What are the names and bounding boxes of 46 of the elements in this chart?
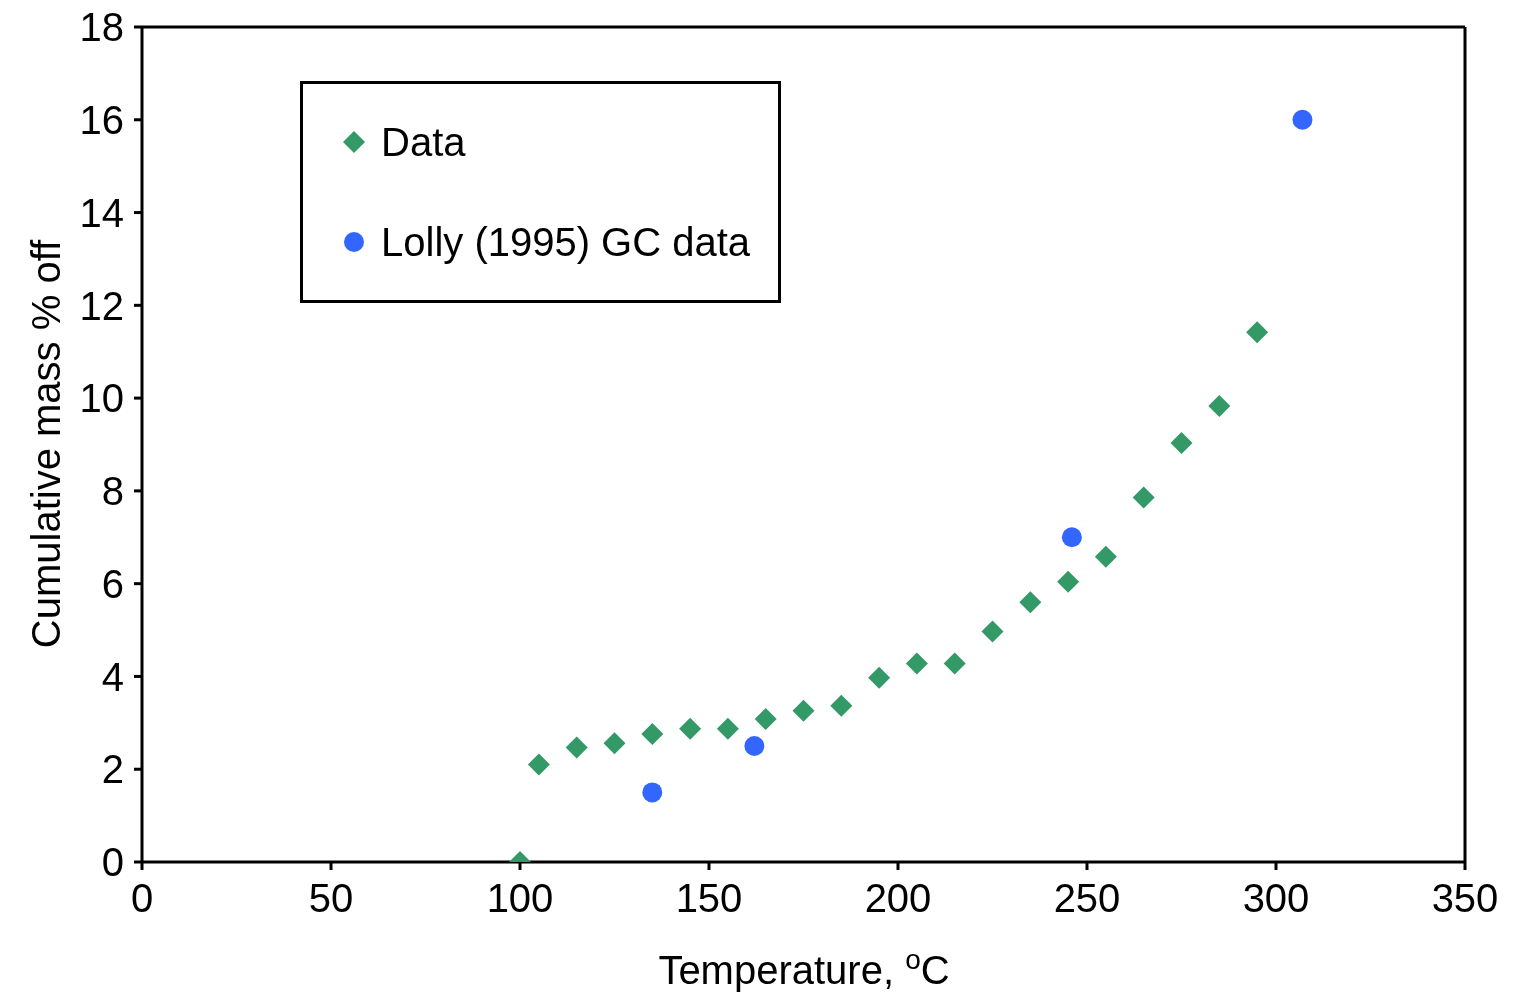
- point: [981, 620, 1004, 643]
- y-tick-label: 12: [79, 283, 124, 328]
- point: [905, 652, 928, 675]
- point: [716, 717, 739, 740]
- x-tick-label: 300: [1242, 876, 1310, 921]
- point: [679, 717, 702, 740]
- point: [1208, 395, 1231, 417]
- point: [1170, 432, 1193, 455]
- y-tick-label: 6: [101, 561, 124, 606]
- point: [792, 699, 815, 722]
- point: [642, 782, 663, 803]
- x-tick-label: 0: [130, 876, 154, 921]
- y-tick-label: 2: [101, 747, 124, 792]
- x-tick-label: 100: [486, 876, 554, 921]
- legend-label: Data: [381, 119, 466, 165]
- y-axis-title: Cumulative mass % off: [24, 238, 68, 649]
- x-tick-label: 50: [308, 876, 354, 921]
- point: [1061, 527, 1082, 548]
- point: [527, 753, 550, 776]
- x-tick-label: 350: [1431, 876, 1499, 921]
- point: [754, 708, 777, 731]
- point: [565, 736, 588, 759]
- x-tick-label: 200: [864, 876, 932, 921]
- x-axis-title: Temperature, $^{o}$C: [658, 943, 950, 992]
- x-tick-label: 250: [1053, 876, 1121, 921]
- point: [603, 732, 626, 755]
- legend-label: Lolly (1995) GC data: [381, 219, 751, 265]
- point: [1057, 570, 1080, 593]
- x-tick-label: 150: [675, 876, 743, 921]
- y-tick-label: 16: [79, 97, 124, 142]
- y-tick-label: 0: [101, 840, 124, 885]
- y-tick-label: 14: [79, 190, 124, 235]
- point: [1246, 321, 1269, 344]
- point: [1132, 486, 1155, 509]
- point: [1094, 545, 1117, 568]
- point: [641, 722, 664, 745]
- y-tick-label: 8: [101, 469, 124, 514]
- point: [1292, 109, 1313, 130]
- y-tick-label: 18: [79, 5, 124, 50]
- y-tick-label: 4: [101, 654, 124, 699]
- point: [943, 652, 966, 675]
- point: [1019, 591, 1042, 614]
- point: [744, 736, 765, 757]
- y-tick-label: 10: [79, 376, 124, 421]
- point: [830, 694, 853, 717]
- point: [868, 666, 891, 689]
